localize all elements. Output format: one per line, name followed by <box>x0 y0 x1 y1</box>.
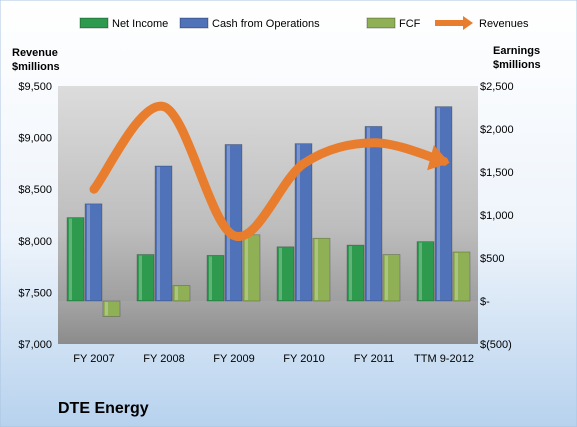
bar-highlight <box>69 218 72 300</box>
bar-net-income <box>206 255 225 302</box>
bar-highlight <box>367 127 370 300</box>
bar-highlight <box>349 246 352 300</box>
bars <box>66 106 471 317</box>
legend: Net Income Cash from Operations FCF Revenue… <box>79 16 529 30</box>
category-label: TTM 9-2012 <box>414 353 474 365</box>
left-tick-label: $9,000 <box>18 133 52 145</box>
bar-net-income <box>416 241 435 302</box>
bar-highlight <box>139 255 142 300</box>
legend-arrow-icon <box>463 16 473 30</box>
bar-highlight <box>419 242 422 300</box>
left-axis-title-line1: Revenue <box>12 47 58 59</box>
right-tick-label: $- <box>480 296 490 308</box>
left-tick-label: $7,000 <box>18 339 52 351</box>
left-tick-label: $8,500 <box>18 184 52 196</box>
legend-label: FCF <box>399 18 421 30</box>
bar-net-income <box>346 244 365 302</box>
bar-highlight <box>315 239 318 300</box>
category-label: FY 2009 <box>213 353 254 365</box>
bar-net-income <box>136 254 155 302</box>
bar-fcf <box>452 251 471 302</box>
revenues-line <box>89 101 449 241</box>
bar-highlight <box>175 286 178 300</box>
bar-fcf <box>102 300 121 317</box>
bar-fcf <box>172 285 191 302</box>
bar-highlight <box>455 252 458 300</box>
legend-label: Cash from Operations <box>212 18 320 30</box>
right-axis-title-line2: $millions <box>493 59 541 71</box>
bar-net-income <box>276 246 295 302</box>
left-tick-label: $7,500 <box>18 287 52 299</box>
revenue-line-group <box>89 101 450 241</box>
left-tick-label: $9,500 <box>18 81 52 93</box>
legend-label: Revenues <box>479 18 529 30</box>
bar-highlight <box>209 256 212 300</box>
legend-label: Net Income <box>112 18 168 30</box>
bar-cash-from-operations <box>154 165 173 302</box>
left-axis-title-line2: $millions <box>12 61 60 73</box>
bar-net-income <box>66 217 85 302</box>
left-axis-ticks: $7,000 $7,500 $8,000 $8,500 $9,000 $9,500 <box>18 81 52 351</box>
bar-highlight <box>105 302 108 316</box>
bar-highlight <box>385 255 388 300</box>
right-axis-ticks: $(500) $- $500 $1,000 $1,500 $2,000 $2,500 <box>480 81 514 351</box>
bar-cash-from-operations <box>84 203 103 302</box>
right-tick-label: $1,000 <box>480 210 514 222</box>
right-tick-label: $2,500 <box>480 81 514 93</box>
bar-highlight <box>297 144 300 300</box>
right-tick-label: $2,000 <box>480 124 514 136</box>
bar-cash-from-operations <box>294 143 313 302</box>
left-tick-label: $8,000 <box>18 236 52 248</box>
category-label: FY 2010 <box>283 353 324 365</box>
right-tick-label: $500 <box>480 253 504 265</box>
bar-highlight <box>87 204 90 300</box>
legend-swatch-net-income <box>79 17 109 29</box>
plot-floor <box>58 301 478 344</box>
bar-highlight <box>279 247 282 300</box>
bar-highlight <box>245 235 248 300</box>
bar-highlight <box>437 107 440 300</box>
legend-swatch-cash-from-operations <box>179 17 209 29</box>
legend-swatch-fcf <box>366 17 396 29</box>
bar-highlight <box>227 145 230 300</box>
bar-fcf <box>382 254 401 302</box>
category-labels: FY 2007 FY 2008 FY 2009 FY 2010 FY 2011 TTM 9… <box>73 353 474 365</box>
bar-highlight <box>157 166 160 300</box>
category-label: FY 2011 <box>354 353 395 365</box>
right-tick-label: $1,500 <box>480 167 514 179</box>
bar-cash-from-operations <box>364 126 383 302</box>
chart-title: DTE Energy <box>58 400 149 417</box>
category-label: FY 2008 <box>143 353 184 365</box>
bar-fcf <box>312 237 331 302</box>
category-label: FY 2007 <box>73 353 114 365</box>
right-tick-label: $(500) <box>480 339 512 351</box>
revenues-arrowhead <box>427 145 450 171</box>
right-axis-title-line1: Earnings <box>493 45 540 57</box>
